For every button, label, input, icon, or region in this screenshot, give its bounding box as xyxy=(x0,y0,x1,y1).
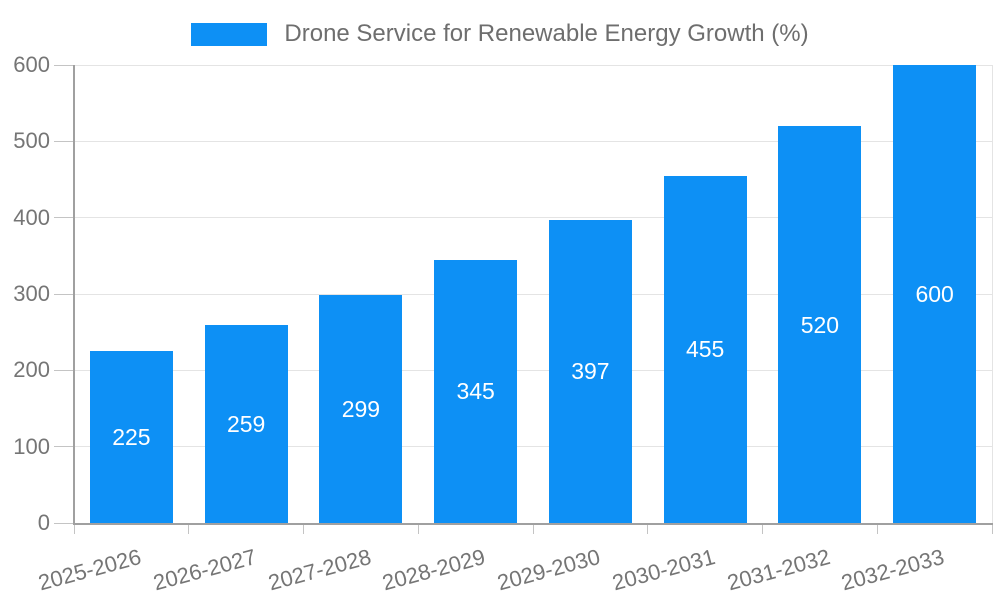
y-axis-line xyxy=(73,65,75,523)
y-axis-tick-mark xyxy=(54,64,74,66)
x-axis-tick-mark xyxy=(762,523,763,534)
y-axis-tick-mark xyxy=(54,217,74,219)
y-axis-tick-label: 0 xyxy=(37,510,50,535)
bar[interactable] xyxy=(778,126,862,523)
y-axis-tick-mark xyxy=(54,369,74,371)
gridline xyxy=(74,369,992,371)
bar[interactable] xyxy=(893,65,977,523)
y-axis-tick-label: 400 xyxy=(13,204,50,230)
bar[interactable] xyxy=(319,294,403,523)
x-axis-tick-label: 2029-2030 xyxy=(494,544,603,596)
x-axis-tick-label: 2032-2033 xyxy=(838,544,948,596)
x-axis-tick-mark xyxy=(532,523,534,534)
gridline xyxy=(74,446,992,448)
x-axis-tick-mark xyxy=(647,523,649,534)
x-axis-tick-mark xyxy=(303,523,304,534)
x-axis-tick-label: 2026-2027 xyxy=(150,544,259,596)
x-axis-line xyxy=(73,523,993,525)
x-axis-tick-label: 2027-2028 xyxy=(265,544,374,596)
gridline xyxy=(74,64,992,66)
bar[interactable] xyxy=(548,219,632,523)
x-axis-tick-mark xyxy=(991,523,993,534)
gridline xyxy=(74,217,992,219)
x-axis-tick-label: 2030-2031 xyxy=(609,544,718,596)
x-axis-tick-mark xyxy=(73,523,75,534)
y-axis-tick-mark xyxy=(54,293,74,295)
y-axis-tick-label: 200 xyxy=(13,357,50,383)
y-axis-tick-label: 600 xyxy=(13,52,50,77)
plot-right-border xyxy=(992,65,993,523)
gridline xyxy=(74,140,992,142)
x-axis-tick-mark xyxy=(188,523,190,534)
y-axis-tick-mark xyxy=(54,522,74,524)
x-axis-tick-label: 2028-2029 xyxy=(379,544,489,596)
chart-legend: Drone Service for Renewable Energy Growt… xyxy=(0,20,1000,49)
y-axis-tick-label: 500 xyxy=(13,128,50,154)
y-axis-tick-mark xyxy=(54,140,74,142)
legend-swatch xyxy=(191,22,268,46)
x-axis-tick-label: 2031-2032 xyxy=(724,544,833,596)
legend-label: Drone Service for Renewable Energy Growt… xyxy=(284,20,809,47)
bar[interactable] xyxy=(204,325,288,523)
gridline xyxy=(74,293,992,295)
bar[interactable] xyxy=(663,175,747,523)
x-axis-tick-mark xyxy=(417,523,419,534)
bar[interactable] xyxy=(434,259,518,523)
y-axis-tick-label: 100 xyxy=(13,433,50,459)
x-axis-tick-label: 2025-2026 xyxy=(35,544,144,596)
bar[interactable] xyxy=(89,351,173,523)
y-axis-tick-label: 300 xyxy=(13,281,50,306)
y-axis-tick-mark xyxy=(54,446,74,448)
x-axis-tick-mark xyxy=(876,523,878,534)
